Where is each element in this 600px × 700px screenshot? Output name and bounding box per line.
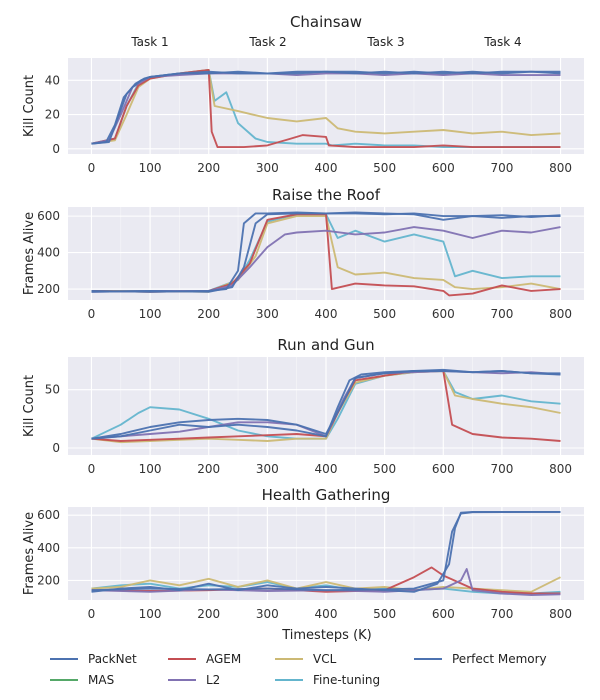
x-tick-label: 700 — [490, 607, 513, 621]
x-tick-label: 0 — [88, 307, 96, 321]
task-label-1: Task 1 — [130, 35, 168, 49]
panel-title: Health Gathering — [262, 486, 391, 504]
x-tick-label: 200 — [197, 462, 220, 476]
series-line-l2 — [91, 226, 561, 293]
x-tick-label: 0 — [88, 607, 96, 621]
x-tick-label: 600 — [432, 161, 455, 175]
legend-item-vcl: VCL — [275, 652, 337, 666]
y-tick-label: 50 — [45, 383, 60, 397]
x-tick-label: 300 — [256, 161, 279, 175]
panels: 0 100 200 300 400 500 600 700 80002040ChainsawKi… — [22, 13, 584, 621]
x-tick-label: 500 — [373, 462, 396, 476]
x-tick-label: 400 — [315, 307, 338, 321]
legend: PackNet AGEM VCL Perfect Memory MAS L2 Fine-tu… — [50, 652, 547, 687]
panel-3: 0 100 200 300 400 500 600 700 800 0 50 Run and Gun K… — [22, 336, 584, 476]
y-tick-label: 200 — [37, 573, 60, 587]
y-axis-label: Frames Alive — [22, 512, 37, 595]
x-tick-label: 400 — [315, 462, 338, 476]
y-axis-label: Frames Alive — [22, 212, 37, 295]
x-tick-label: 300 — [256, 607, 279, 621]
x-tick-label: 400 — [315, 161, 338, 175]
x-tick-label: 500 — [373, 161, 396, 175]
legend-item-fine-tuning: Fine-tuning — [275, 673, 380, 687]
x-tick-label: 500 — [373, 607, 396, 621]
legend-item-perfect-memory: Perfect Memory — [414, 652, 547, 666]
panel-title: Run and Gun — [277, 336, 374, 354]
y-tick-label: 400 — [37, 541, 60, 555]
x-tick-label: 200 — [197, 161, 220, 175]
x-tick-label: 800 — [549, 161, 572, 175]
x-tick-label: 0 — [88, 462, 96, 476]
x-tick-label: 200 — [197, 307, 220, 321]
x-tick-label: 400 — [315, 607, 338, 621]
y-tick-label: 0 — [52, 142, 60, 156]
x-tick-label: 100 — [139, 161, 162, 175]
task-labels: Task 1 Task 2 Task 3 Task 4 — [130, 35, 521, 49]
panel-2: 0 100 200 300 400 500 600 700 800 200 400 600 Raise … — [22, 186, 584, 321]
task-label-2: Task 2 — [248, 35, 286, 49]
x-tick-label: 500 — [373, 307, 396, 321]
legend-label: Fine-tuning — [313, 673, 380, 687]
series-line-packnet — [91, 510, 561, 593]
series-line-agem — [91, 69, 561, 149]
x-tick-label: 0 — [88, 161, 96, 175]
x-tick-label: 600 — [432, 462, 455, 476]
legend-label: L2 — [206, 673, 220, 687]
x-tick-label: 700 — [490, 161, 513, 175]
series-line-fine-tuning — [91, 581, 561, 595]
y-tick-label: 600 — [37, 508, 60, 522]
series-line-packnet — [91, 70, 561, 145]
x-tick-label: 600 — [432, 607, 455, 621]
panel-4: 0 100 200 300 400 500 600 700 800 200 400 600 Health… — [22, 486, 584, 621]
x-axis-label: Timesteps (K) — [281, 628, 372, 643]
legend-label: VCL — [313, 652, 337, 666]
legend-label: PackNet — [88, 652, 137, 666]
series-line-packnet — [91, 368, 561, 440]
legend-label: Perfect Memory — [452, 652, 547, 666]
legend-item-mas: MAS — [50, 673, 114, 687]
y-axis-label: Kill Count — [22, 75, 37, 137]
y-tick-label: 0 — [52, 441, 60, 455]
series-line-packnet — [91, 211, 561, 293]
y-tick-label: 20 — [45, 108, 60, 122]
y-tick-label: 40 — [45, 73, 60, 87]
x-tick-label: 300 — [256, 462, 279, 476]
x-tick-label: 200 — [197, 607, 220, 621]
legend-item-packnet: PackNet — [50, 652, 137, 666]
y-tick-label: 400 — [37, 246, 60, 260]
panel-title: Chainsaw — [290, 13, 362, 31]
y-tick-label: 600 — [37, 209, 60, 223]
x-tick-label: 700 — [490, 462, 513, 476]
x-tick-label: 800 — [549, 307, 572, 321]
task-label-4: Task 4 — [483, 35, 521, 49]
x-tick-label: 600 — [432, 307, 455, 321]
x-tick-label: 800 — [549, 462, 572, 476]
panel-1: 0 100 200 300 400 500 600 700 800 0 20 40 Chainsaw Ki… — [22, 13, 584, 175]
legend-item-agem: AGEM — [168, 652, 241, 666]
x-tick-label: 700 — [490, 307, 513, 321]
x-tick-label: 100 — [139, 607, 162, 621]
x-tick-label: 100 — [139, 307, 162, 321]
panel-title: Raise the Roof — [272, 186, 381, 204]
x-tick-label: 800 — [549, 607, 572, 621]
y-tick-label: 200 — [37, 282, 60, 296]
legend-label: MAS — [88, 673, 114, 687]
task-label-3: Task 3 — [366, 35, 404, 49]
series-line-vcl — [91, 69, 561, 145]
legend-label: AGEM — [206, 652, 241, 666]
x-tick-label: 100 — [139, 462, 162, 476]
y-axis-label: Kill Count — [22, 375, 37, 437]
legend-item-l2: L2 — [168, 673, 220, 687]
x-tick-label: 300 — [256, 307, 279, 321]
